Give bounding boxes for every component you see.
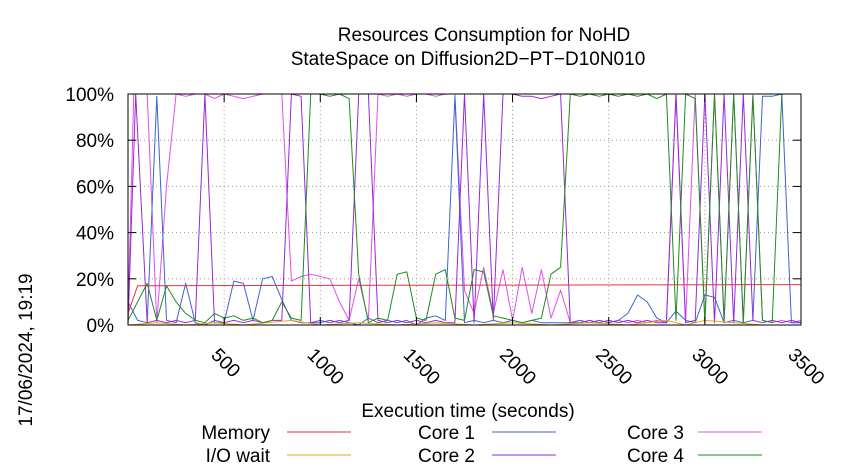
series-line-core-3: [127, 93, 802, 324]
axis-ticks: [128, 93, 802, 326]
chart-title-line-1: Resources Consumption for NoHD: [338, 25, 631, 46]
grid-lines: [128, 94, 801, 325]
y-tick-label: 60%: [76, 177, 114, 198]
legend-label: Core 1: [418, 423, 475, 444]
plot-frame: [127, 93, 802, 326]
x-tick-label: 3500: [783, 345, 828, 390]
y-tick-label: 100%: [65, 85, 114, 106]
x-tick-label: 3000: [687, 345, 732, 390]
x-axis-tick-labels: 500 1000 1500 2000 2500 3000 3500: [207, 345, 829, 390]
x-tick-label: 1000: [303, 345, 348, 390]
x-tick-label: 2000: [495, 345, 540, 390]
series-line-core-4: [127, 93, 801, 324]
legend-label: Memory: [201, 423, 270, 444]
x-axis-label: Execution time (seconds): [361, 401, 574, 422]
series-lines: [127, 93, 802, 326]
x-tick-label: 2500: [591, 345, 636, 390]
chart-title-line-2: StateSpace on Diffusion2D−PT−D10N010: [291, 49, 646, 70]
legend-label: Core 3: [627, 423, 684, 444]
legend-label: I/O wait: [206, 446, 271, 467]
x-tick-label: 500: [207, 345, 244, 382]
x-tick-label: 1500: [399, 345, 444, 390]
legend-label: Core 2: [418, 446, 475, 467]
series-line-core-1: [127, 93, 801, 326]
y-tick-label: 80%: [76, 131, 114, 152]
y-tick-label: 0%: [87, 316, 115, 337]
y-tick-label: 40%: [76, 224, 114, 245]
legend-label: Core 4: [627, 446, 684, 467]
y-axis-tick-labels: 0% 20% 40% 60% 80% 100%: [65, 85, 114, 337]
timestamp-label: 17/06/2024, 19:19: [16, 273, 37, 426]
series-line-memory: [127, 284, 802, 314]
y-tick-label: 20%: [76, 270, 114, 291]
